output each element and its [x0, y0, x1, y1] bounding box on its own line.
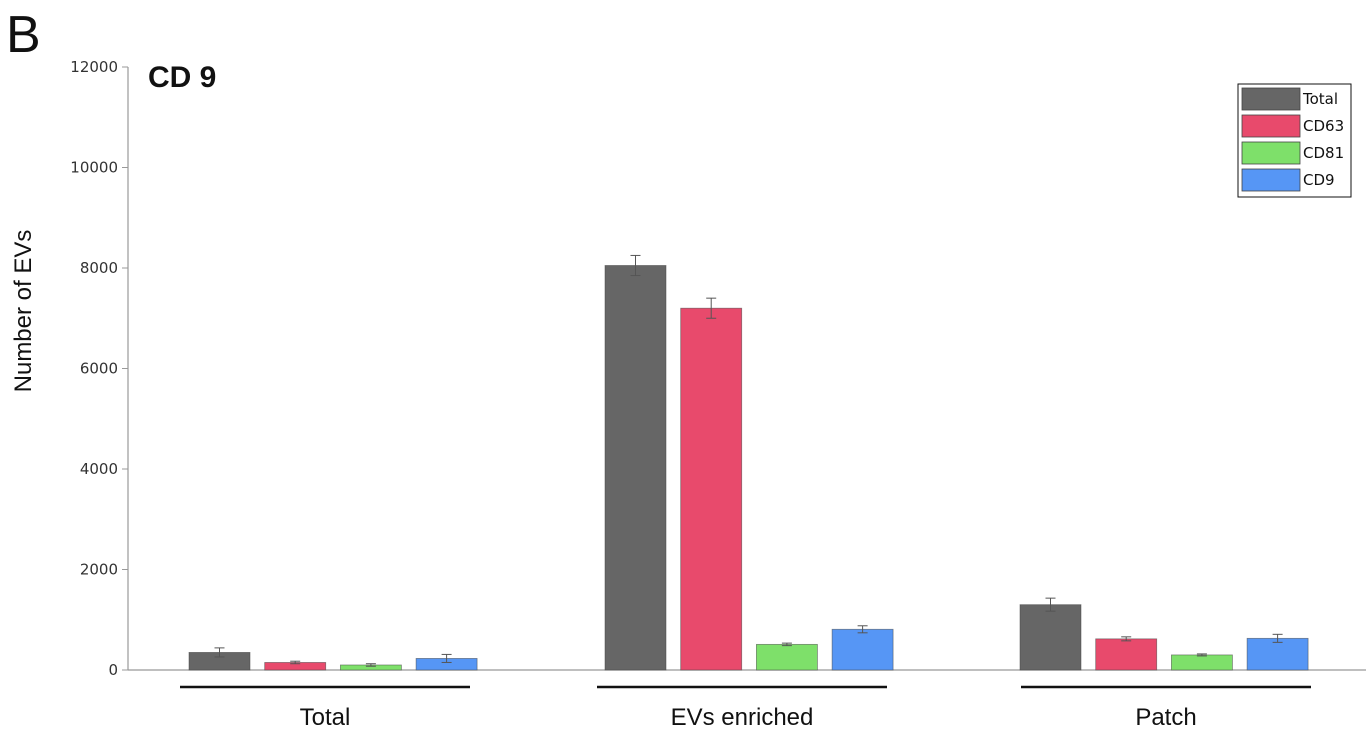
- x-category-label: Total: [300, 704, 351, 731]
- bar-total-1: [604, 265, 667, 671]
- y-axis: 0 2000 4000 6000 8000 10000 12000: [70, 58, 1366, 679]
- panel-letter: B: [6, 6, 41, 64]
- legend-label: CD63: [1303, 117, 1344, 135]
- y-tick-label: 6000: [80, 360, 118, 378]
- legend-swatch-cd63: [1241, 114, 1301, 138]
- bar-cd81-1: [756, 643, 818, 671]
- bar-cd9-2: [1246, 637, 1309, 671]
- bar-total-2: [1019, 604, 1082, 671]
- y-tick-label: 12000: [70, 58, 118, 76]
- chart-title: CD 9: [148, 61, 216, 94]
- x-category-label: Patch: [1135, 704, 1196, 731]
- x-category-label: EVs enriched: [671, 704, 814, 731]
- y-tick-label: 8000: [80, 259, 118, 277]
- bar-cd9-1: [831, 628, 894, 671]
- legend-label: CD81: [1303, 144, 1344, 162]
- y-tick-label: 4000: [80, 460, 118, 478]
- y-axis-label: Number of EVs: [10, 230, 37, 393]
- y-tick-label: 2000: [80, 561, 118, 579]
- bars-group: [188, 254, 1309, 671]
- y-tick-label: 0: [108, 661, 118, 679]
- legend-label: Total: [1302, 90, 1338, 108]
- x-axis: Total EVs enriched Patch: [180, 685, 1311, 731]
- bar-cd63-1: [680, 307, 743, 671]
- bar-cd81-2: [1171, 654, 1233, 671]
- y-tick-label: 10000: [70, 159, 118, 177]
- legend-swatch-cd9: [1241, 168, 1301, 192]
- legend-label: CD9: [1303, 171, 1335, 189]
- legend-swatch-total: [1241, 87, 1301, 111]
- legend-swatch-cd81: [1241, 141, 1301, 165]
- legend: Total CD63 CD81 CD9: [1237, 83, 1352, 198]
- bar-cd63-2: [1095, 638, 1158, 671]
